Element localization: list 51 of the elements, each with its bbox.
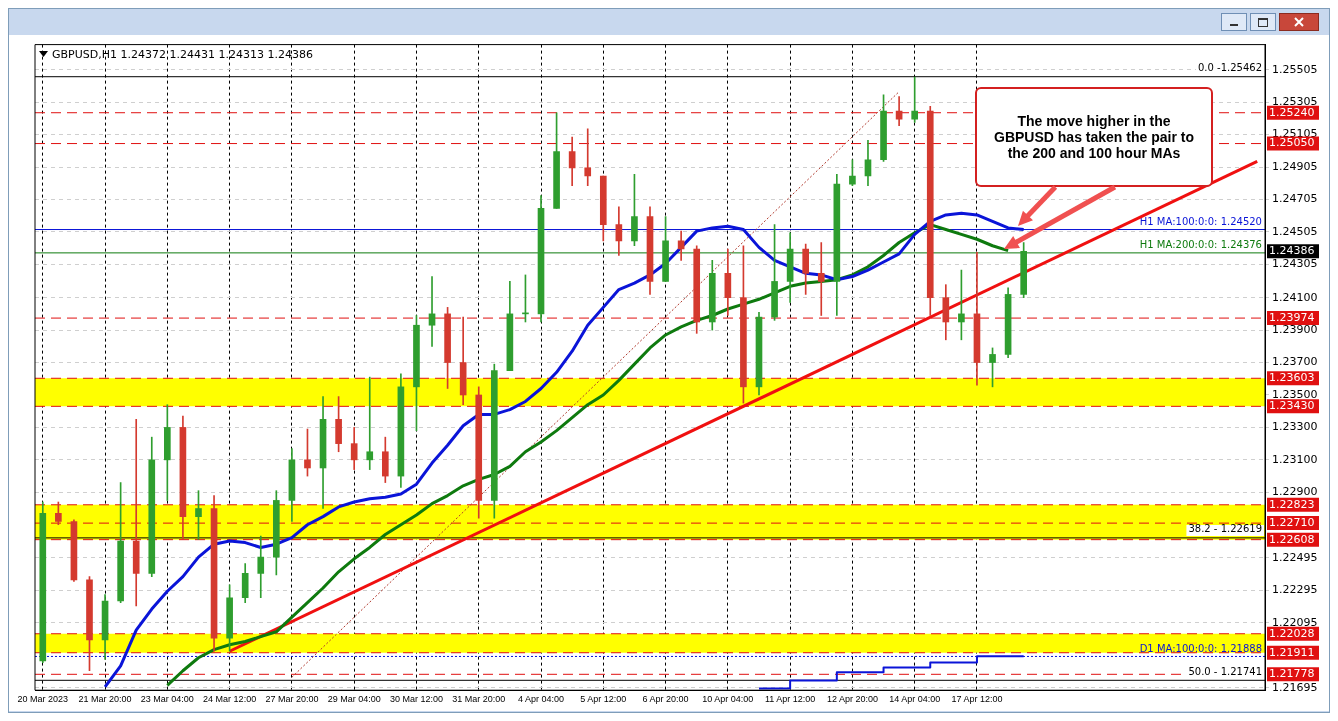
y-tick-label: 1.25505 bbox=[1272, 62, 1318, 76]
y-tick-label: 1.24305 bbox=[1272, 257, 1318, 271]
annotation: 38.2 - 1.22619 bbox=[1188, 523, 1262, 535]
y-tick-label: 1.22495 bbox=[1272, 550, 1318, 564]
y-tick-label: 1.23300 bbox=[1272, 420, 1318, 434]
ref-line-label: 1.23974 bbox=[1269, 310, 1315, 324]
x-tick-label: 10 Apr 04:00 bbox=[702, 694, 754, 705]
x-tick-label: 31 Mar 20:00 bbox=[452, 694, 506, 705]
x-tick-label: 24 Mar 12:00 bbox=[203, 694, 257, 705]
ref-line-label: 1.21911 bbox=[1269, 645, 1315, 659]
ref-line-label: H1 MA:200:0:0: 1.24376 bbox=[1139, 239, 1262, 251]
x-tick-label: 5 Apr 12:00 bbox=[580, 694, 627, 705]
y-tick-label: 1.22900 bbox=[1272, 485, 1318, 499]
x-tick-label: 4 Apr 04:00 bbox=[517, 694, 565, 705]
ref-line-label: 1.22823 bbox=[1269, 497, 1315, 511]
y-tick-label: 1.23700 bbox=[1272, 355, 1318, 369]
ref-line-label: 1.23430 bbox=[1269, 399, 1315, 413]
ref-line-label: 1.22710 bbox=[1269, 515, 1315, 529]
ref-line-label: H1 MA:100:0:0: 1.24520 bbox=[1139, 216, 1262, 228]
ref-line-label: 1.25050 bbox=[1269, 136, 1315, 150]
ref-line-label: 1.23603 bbox=[1269, 371, 1315, 385]
x-tick-label: 23 Mar 04:00 bbox=[140, 694, 194, 705]
y-tick-label: 1.24100 bbox=[1272, 290, 1318, 304]
annotation: 50.0 - 1.21741 bbox=[1188, 665, 1262, 677]
text: 1.24386 bbox=[1269, 244, 1315, 258]
ref-line-label: 1.22608 bbox=[1269, 532, 1315, 546]
x-tick-label: 30 Mar 12:00 bbox=[389, 694, 443, 705]
ref-line-label: D1 MA:100:0:0: 1.21888 bbox=[1139, 643, 1262, 655]
y-tick-label: 1.21695 bbox=[1272, 680, 1318, 694]
x-tick-label: 17 Apr 12:00 bbox=[951, 694, 1003, 705]
x-tick-label: 21 Mar 20:00 bbox=[78, 694, 132, 705]
y-tick-label: 1.22095 bbox=[1272, 615, 1318, 629]
x-tick-label: 12 Apr 20:00 bbox=[826, 694, 878, 705]
x-tick-label: 20 Mar 2023 bbox=[17, 694, 69, 705]
ref-line-label: 1.21778 bbox=[1269, 667, 1315, 681]
ref-line-label: 1.22028 bbox=[1269, 626, 1315, 640]
chart-title: GBPUSD,H1 1.24372 1.24431 1.24313 1.24386 bbox=[52, 47, 313, 61]
x-tick-label: 14 Apr 04:00 bbox=[889, 694, 941, 705]
y-tick-label: 1.24505 bbox=[1272, 224, 1318, 238]
x-tick-label: 27 Mar 20:00 bbox=[265, 694, 319, 705]
callout-box: The move higher in the GBPUSD has taken the pair to the 200 and 100 hour MAs bbox=[975, 86, 1213, 187]
y-tick-label: 1.23900 bbox=[1272, 322, 1318, 336]
x-tick-label: 6 Apr 20:00 bbox=[642, 694, 689, 705]
y-tick-label: 1.24905 bbox=[1272, 159, 1318, 173]
x-tick-label: 11 Apr 12:00 bbox=[764, 694, 816, 705]
y-tick-label: 1.23500 bbox=[1272, 387, 1318, 401]
x-tick-label: 29 Mar 04:00 bbox=[327, 694, 381, 705]
annotation: 0.0 -1.25462 bbox=[1197, 62, 1262, 74]
y-tick-label: 1.24705 bbox=[1272, 192, 1318, 206]
y-tick-label: 1.23100 bbox=[1272, 452, 1318, 466]
y-tick-label: 1.22295 bbox=[1272, 583, 1318, 597]
